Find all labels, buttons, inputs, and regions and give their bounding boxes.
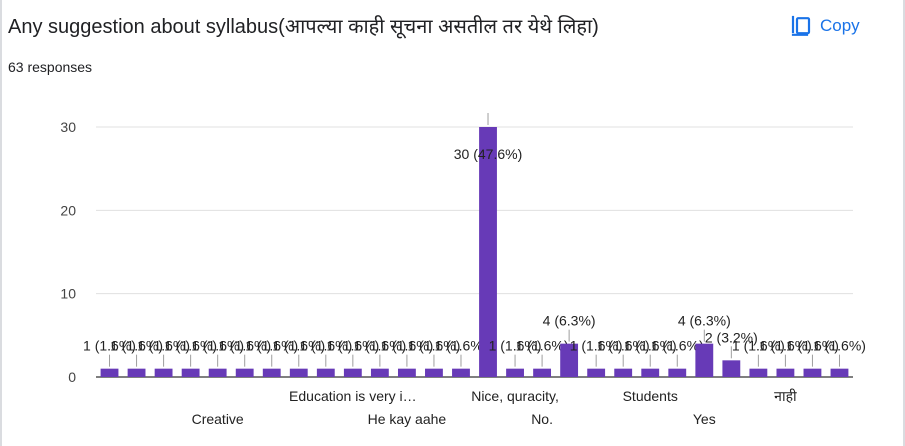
copy-button[interactable]: Copy: [790, 12, 860, 40]
y-tick-label: 0: [68, 369, 76, 385]
data-label: 1 (1.6%): [299, 338, 352, 354]
bar: [181, 368, 200, 377]
bar: [127, 368, 146, 377]
data-label: 1 (1.6%): [651, 338, 704, 354]
bar: [208, 368, 227, 377]
bar: [722, 360, 741, 377]
data-label: 1 (1.6%): [191, 338, 244, 354]
response-count: 63 responses: [8, 59, 93, 75]
data-label: 1 (1.6%): [570, 338, 623, 354]
bar: [343, 368, 362, 377]
data-label: 1 (1.6%): [435, 338, 488, 354]
data-label: 1 (1.6%): [272, 338, 325, 354]
data-label: 1 (1.6%): [759, 338, 812, 354]
data-label: 4 (6.3%): [543, 313, 596, 329]
bar: [668, 368, 687, 377]
x-category-label: Education is very i…: [289, 388, 417, 404]
x-category-label: Yes: [693, 411, 716, 427]
data-label: 1 (1.6%): [245, 338, 298, 354]
data-label: 1 (1.6%): [353, 338, 406, 354]
copy-label: Copy: [820, 16, 860, 35]
bar: [533, 368, 552, 377]
data-label: 1 (1.6%): [326, 338, 379, 354]
x-category-label: Creative: [192, 411, 244, 427]
card-left-border: [0, 0, 2, 446]
data-label: 1 (1.6%): [624, 338, 677, 354]
bar: [614, 368, 633, 377]
data-label: 1 (1.6%): [786, 338, 839, 354]
data-label: 2 (3.2%): [705, 329, 758, 345]
data-label: 1 (1.6%): [489, 338, 542, 354]
data-label: 1 (1.6%): [110, 338, 163, 354]
bar: [749, 368, 768, 377]
data-label: 1 (1.6%): [380, 338, 433, 354]
bar: [560, 343, 579, 377]
y-tick-label: 20: [60, 202, 76, 218]
bar: [506, 368, 524, 377]
bar: [289, 368, 308, 377]
data-label: 1 (1.6%): [597, 338, 650, 354]
data-label: 1 (1.6%): [407, 338, 460, 354]
bar: [100, 368, 119, 377]
y-tick-label: 30: [60, 119, 76, 135]
bar: [235, 368, 254, 377]
bar: [370, 368, 389, 377]
data-label: 1 (1.6%): [813, 338, 866, 354]
copy-icon: [791, 15, 811, 36]
x-category-label: Nice, quracity,: [471, 388, 559, 404]
bar: [262, 368, 281, 377]
data-label: 1 (1.6%): [516, 338, 569, 354]
bar: [830, 368, 849, 377]
bar: [452, 368, 470, 377]
data-label: 30 (47.6%): [454, 146, 522, 162]
data-label: 1 (1.6%): [218, 338, 271, 354]
x-category-label: No.: [531, 411, 553, 427]
data-label: 4 (6.3%): [678, 313, 731, 329]
data-label: 1 (1.6%): [83, 338, 136, 354]
bar: [803, 368, 822, 377]
bar: [154, 368, 173, 377]
bar: [776, 368, 795, 377]
bar: [641, 368, 660, 377]
bar: [479, 127, 497, 377]
card-right-border: [903, 0, 905, 446]
bar: [425, 368, 443, 377]
bar: [397, 368, 416, 377]
data-label: 1 (1.6%): [164, 338, 217, 354]
bar: [695, 343, 714, 377]
y-tick-label: 10: [60, 286, 76, 302]
question-title: Any suggestion about syllabus(आपल्या काह…: [8, 16, 599, 38]
x-category-label: He kay aahe: [368, 411, 447, 427]
x-category-label: नाही: [774, 388, 797, 404]
bar: [587, 368, 606, 377]
bar: [316, 368, 335, 377]
data-label: 1 (1.6%): [732, 338, 785, 354]
x-category-label: Students: [623, 388, 678, 404]
data-label: 1 (1.6%): [137, 338, 190, 354]
